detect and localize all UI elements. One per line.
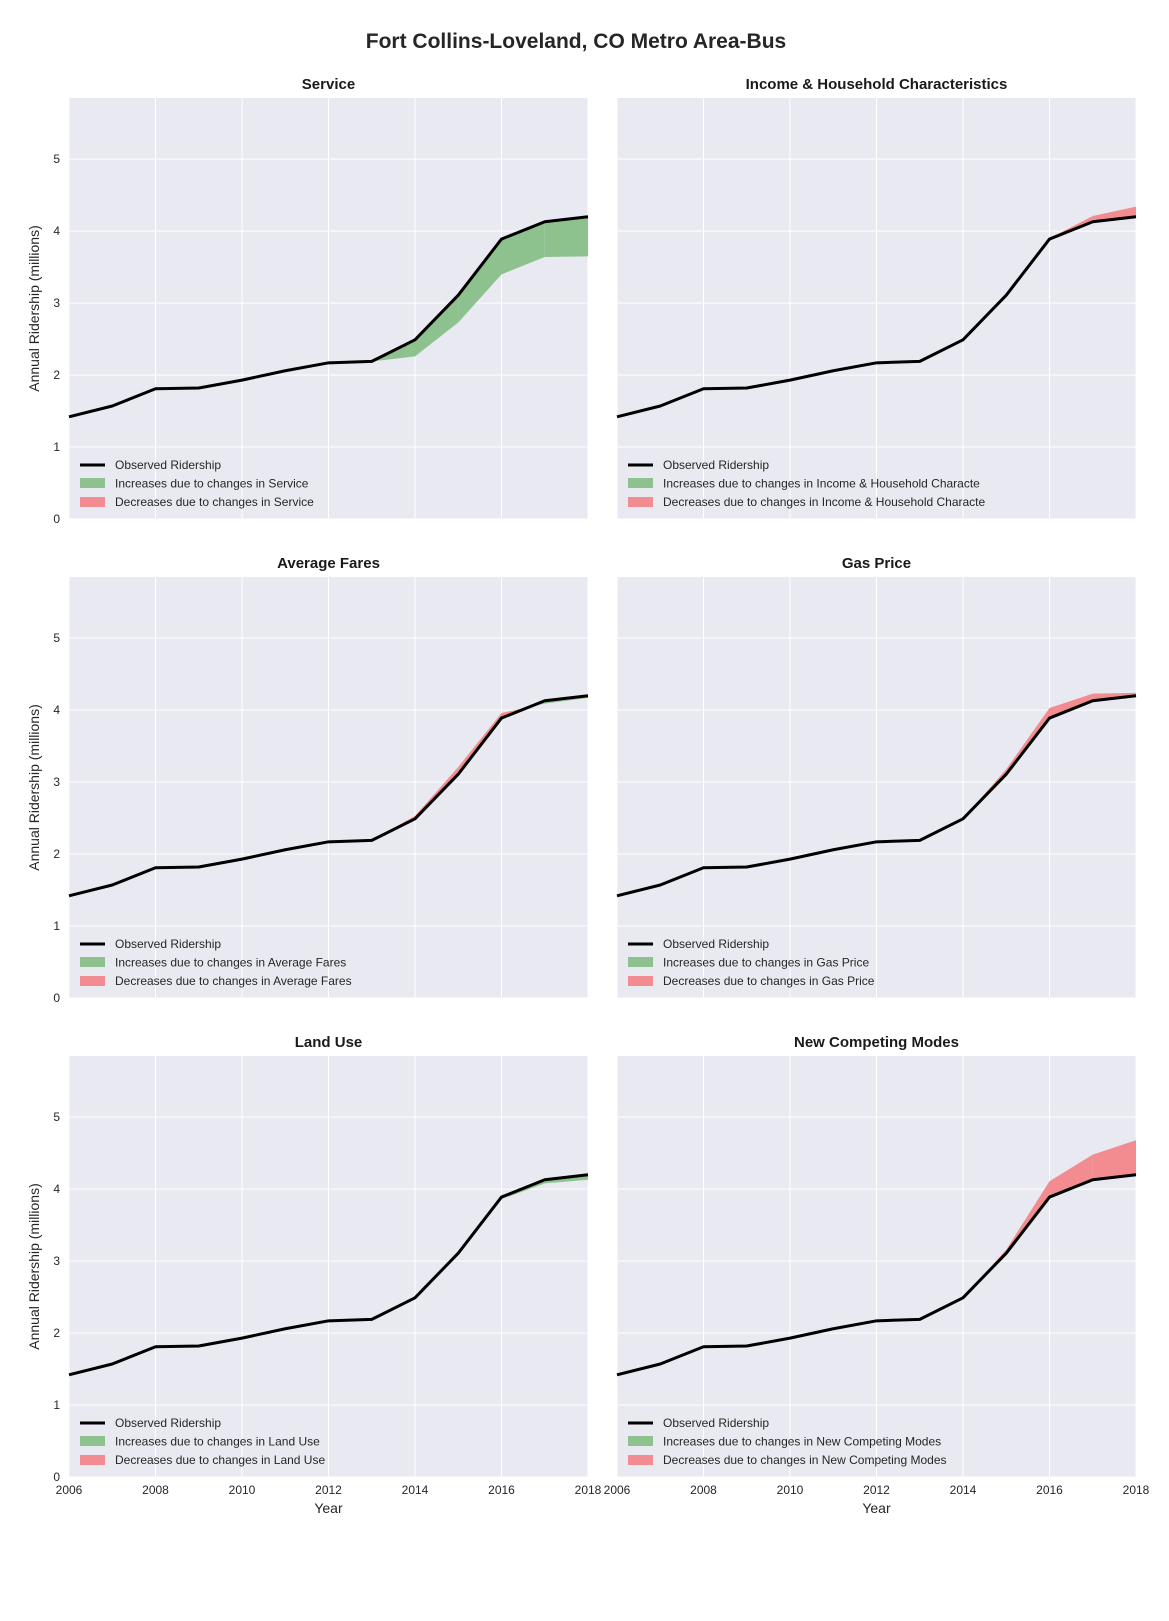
x-tick-label: 2010 [777, 1483, 804, 1497]
legend-decrease-swatch [628, 976, 653, 986]
panel-land-use: Land Use 0 1 2 3 4 5 2006 2008 2010 2012 2014 2016 20… [26, 1034, 602, 1516]
y-tick-label: 4 [53, 224, 60, 238]
legend-label: Observed Ridership [115, 937, 221, 951]
legend-label: Decreases due to changes in Land Use [115, 1453, 325, 1467]
y-tick-label: 2 [53, 368, 60, 382]
observed-ridership-line [616, 1173, 1137, 1377]
legend-increase-swatch [80, 957, 105, 967]
legend-increase-swatch [628, 957, 653, 967]
y-tick-label: 0 [53, 512, 60, 526]
x-tick-label: 2012 [863, 1483, 890, 1497]
x-tick-label: 2014 [950, 1483, 977, 1497]
x-tick-label: 2016 [1036, 1483, 1063, 1497]
y-axis-label: Annual Ridership (millions) [26, 1183, 42, 1350]
panel-gas-price: Gas Price Observed Ridership Increases due… [616, 555, 1137, 999]
observed-ridership-line [616, 215, 1137, 419]
y-tick-label: 3 [53, 1254, 60, 1268]
panel-title: Average Fares [277, 555, 380, 572]
legend-label: Increases due to changes in Gas Price [663, 956, 869, 970]
decrease-area [1092, 1140, 1136, 1180]
decrease-area [1092, 206, 1136, 222]
decrease-area [1006, 1181, 1050, 1254]
y-tick-label: 2 [53, 847, 60, 861]
y-tick-label: 4 [53, 1182, 60, 1196]
y-tick-label: 5 [53, 1110, 60, 1124]
panel-title: Gas Price [842, 555, 911, 572]
y-tick-label: 3 [53, 775, 60, 789]
y-tick-label: 1 [53, 1398, 60, 1412]
legend-decrease-swatch [80, 497, 105, 507]
legend-label: Decreases due to changes in Income & Hou… [663, 495, 986, 509]
legend-decrease-swatch [628, 497, 653, 507]
panel-service: Service 0 1 2 3 4 5 Annual Ridership (millions)… [26, 76, 589, 526]
legend-label: Observed Ridership [663, 458, 769, 472]
y-tick-label: 0 [53, 1470, 60, 1484]
y-tick-label: 5 [53, 152, 60, 166]
x-tick-label: 2018 [575, 1483, 602, 1497]
legend-increase-swatch [80, 478, 105, 488]
y-tick-label: 0 [53, 991, 60, 1005]
panel-new-competing-modes: New Competing Modes 2006 2008 2010 2012 2014 2… [604, 1034, 1150, 1516]
legend-label: Observed Ridership [663, 937, 769, 951]
panel-title: New Competing Modes [794, 1034, 959, 1051]
figure-title: Fort Collins-Loveland, CO Metro Area-Bus [366, 30, 786, 53]
x-tick-label: 2016 [488, 1483, 515, 1497]
legend-increase-swatch [628, 1436, 653, 1446]
legend-label: Increases due to changes in Service [115, 477, 309, 491]
legend-increase-swatch [628, 478, 653, 488]
legend-label: Increases due to changes in Average Fare… [115, 956, 346, 970]
panel-title: Land Use [295, 1034, 363, 1051]
legend-increase-swatch [80, 1436, 105, 1446]
decrease-area [1049, 693, 1093, 719]
legend-label: Decreases due to changes in Gas Price [663, 974, 875, 988]
y-axis-label: Annual Ridership (millions) [26, 225, 42, 392]
panel-title: Service [302, 76, 355, 93]
legend-decrease-swatch [80, 1455, 105, 1465]
x-tick-label: 2018 [1123, 1483, 1150, 1497]
y-tick-label: 1 [53, 919, 60, 933]
x-tick-label: 2008 [142, 1483, 169, 1497]
observed-ridership-line [616, 694, 1137, 898]
legend-label: Increases due to changes in New Competin… [663, 1435, 941, 1449]
x-axis-label: Year [314, 1500, 343, 1516]
panel-income-household-characteristics: Income & Household Characteristics Observ… [616, 76, 1137, 520]
legend-label: Increases due to changes in Land Use [115, 1435, 320, 1449]
y-tick-label: 2 [53, 1326, 60, 1340]
increase-area [544, 216, 588, 258]
legend-label: Observed Ridership [115, 1416, 221, 1430]
x-tick-label: 2010 [229, 1483, 256, 1497]
observed-ridership-line [68, 1173, 589, 1377]
legend-label: Observed Ridership [663, 1416, 769, 1430]
x-tick-label: 2006 [56, 1483, 83, 1497]
x-tick-label: 2008 [690, 1483, 717, 1497]
legend-label: Observed Ridership [115, 458, 221, 472]
observed-ridership-line [68, 694, 589, 898]
y-axis-label: Annual Ridership (millions) [26, 704, 42, 871]
y-tick-label: 1 [53, 440, 60, 454]
legend-label: Increases due to changes in Income & Hou… [663, 477, 980, 491]
legend-decrease-swatch [80, 976, 105, 986]
y-tick-label: 3 [53, 296, 60, 310]
increase-area [415, 295, 459, 357]
panel-title: Income & Household Characteristics [746, 76, 1008, 93]
x-tick-label: 2006 [604, 1483, 631, 1497]
panel-average-fares: Average Fares 0 1 2 3 4 5 Annual Ridership (mil… [26, 555, 589, 1005]
increase-area [458, 239, 502, 323]
y-tick-label: 5 [53, 631, 60, 645]
x-tick-label: 2014 [402, 1483, 429, 1497]
legend-label: Decreases due to changes in Service [115, 495, 314, 509]
decrease-area [963, 1249, 1007, 1298]
legend-label: Decreases due to changes in Average Fare… [115, 974, 352, 988]
x-axis-label: Year [862, 1500, 891, 1516]
legend-decrease-swatch [628, 1455, 653, 1465]
decrease-area [1049, 1154, 1093, 1198]
legend-label: Decreases due to changes in New Competin… [663, 1453, 947, 1467]
decrease-area [1006, 707, 1050, 775]
x-tick-label: 2012 [315, 1483, 342, 1497]
y-tick-label: 4 [53, 703, 60, 717]
observed-ridership-line [68, 215, 589, 419]
